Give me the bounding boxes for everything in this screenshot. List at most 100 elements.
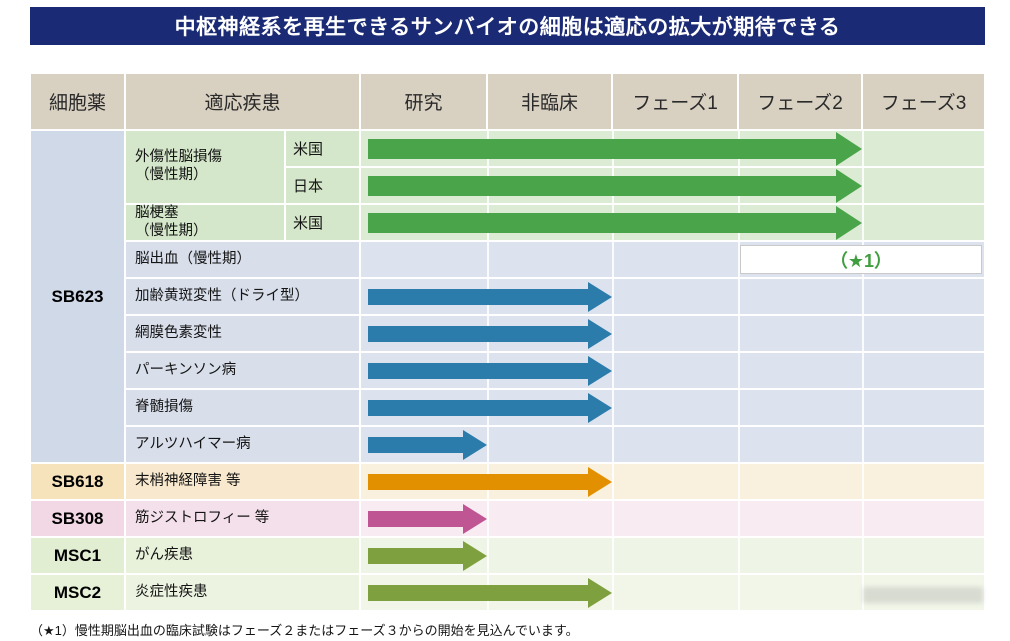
phase-divider — [487, 501, 489, 536]
phase-divider — [487, 538, 489, 573]
title-bar: 中枢神経系を再生できるサンバイオの細胞は適応の拡大が期待できる — [30, 7, 985, 45]
pipeline-arrow — [368, 392, 612, 423]
timeline-cell — [360, 167, 985, 204]
phase-divider — [738, 316, 740, 351]
header-cell-drug: 細胞薬 — [30, 73, 125, 130]
annotation-star1-box: （★1） — [740, 245, 982, 274]
drug-cell-SB623: SB623 — [30, 130, 125, 463]
pipeline-arrow-head — [588, 318, 612, 349]
phase-divider — [612, 464, 614, 499]
pipeline-arrow-body — [368, 510, 463, 527]
pipeline-arrow — [368, 503, 487, 534]
indication-cell: 脳出血（慢性期） — [125, 241, 360, 278]
pipeline-arrow-head — [588, 355, 612, 386]
indication-cell: 加齢黄斑変性（ドライ型） — [125, 278, 360, 315]
header-cell-phase-5: フェーズ3 — [862, 73, 985, 130]
timeline-cell — [360, 204, 985, 241]
pipeline-arrow-body — [368, 547, 463, 564]
region-cell: 日本 — [285, 167, 360, 204]
drug-cell-MSC2: MSC2 — [30, 574, 125, 611]
phase-divider — [862, 316, 864, 351]
phase-divider — [612, 316, 614, 351]
indication-cell: 脳梗塞 （慢性期） — [125, 204, 285, 241]
timeline-cell — [360, 463, 985, 500]
pipeline-arrow — [368, 577, 612, 608]
footnote: （★1）慢性期脳出血の臨床試験はフェーズ２またはフェーズ３からの開始を見込んでい… — [30, 623, 579, 638]
phase-divider — [738, 427, 740, 462]
phase-divider — [738, 464, 740, 499]
phase-divider — [738, 575, 740, 610]
timeline-cell — [360, 574, 985, 611]
timeline-cell — [360, 426, 985, 463]
pipeline-arrow-head — [588, 281, 612, 312]
pipeline-arrow-body — [368, 473, 588, 490]
header-cell-phase-1: 研究 — [360, 73, 487, 130]
pipeline-arrow — [368, 540, 487, 571]
pipeline-arrow — [368, 429, 487, 460]
indication-cell: アルツハイマー病 — [125, 426, 360, 463]
header-cell-phase-2: 非臨床 — [487, 73, 612, 130]
header-cell-phase-4: フェーズ2 — [738, 73, 862, 130]
pipeline-arrow — [368, 131, 862, 166]
watermark — [863, 587, 983, 603]
pipeline-arrow-body — [368, 325, 588, 342]
phase-divider — [862, 353, 864, 388]
phase-divider — [738, 501, 740, 536]
indication-cell: がん疾患 — [125, 537, 360, 574]
region-cell: 米国 — [285, 204, 360, 241]
pipeline-arrow — [368, 281, 612, 312]
pipeline-arrow-body — [368, 436, 463, 453]
pipeline-arrow — [368, 205, 862, 240]
timeline-cell — [360, 315, 985, 352]
phase-divider — [612, 427, 614, 462]
pipeline-arrow-body — [368, 584, 588, 601]
phase-divider — [862, 168, 864, 203]
phase-divider — [612, 279, 614, 314]
indication-cell: 末梢神経障害 等 — [125, 463, 360, 500]
indication-cell: 炎症性疾患 — [125, 574, 360, 611]
phase-divider — [738, 242, 740, 277]
pipeline-arrow — [368, 466, 612, 497]
phase-divider — [612, 390, 614, 425]
phase-divider — [612, 242, 614, 277]
pipeline-arrow-head — [463, 540, 487, 571]
phase-divider — [862, 131, 864, 166]
indication-cell: 網膜色素変性 — [125, 315, 360, 352]
pipeline-arrow — [368, 355, 612, 386]
pipeline-arrow-head — [588, 392, 612, 423]
pipeline-arrow-head — [588, 577, 612, 608]
timeline-cell — [360, 537, 985, 574]
pipeline-arrow-head — [836, 205, 862, 240]
timeline-cell: （★1） — [360, 241, 985, 278]
drug-cell-MSC1: MSC1 — [30, 537, 125, 574]
phase-divider — [612, 353, 614, 388]
pipeline-arrow-body — [368, 212, 836, 233]
phase-divider — [862, 464, 864, 499]
phase-divider — [862, 390, 864, 425]
pipeline-arrow-head — [836, 168, 862, 203]
indication-cell: 脊髄損傷 — [125, 389, 360, 426]
timeline-cell — [360, 278, 985, 315]
timeline-cell — [360, 389, 985, 426]
phase-divider — [862, 501, 864, 536]
pipeline-arrow-body — [368, 175, 836, 196]
phase-divider — [738, 353, 740, 388]
drug-cell-SB618: SB618 — [30, 463, 125, 500]
phase-divider — [862, 279, 864, 314]
phase-divider — [862, 538, 864, 573]
phase-divider — [738, 538, 740, 573]
timeline-cell — [360, 352, 985, 389]
indication-cell: 筋ジストロフィー 等 — [125, 500, 360, 537]
pipeline-arrow-head — [588, 466, 612, 497]
pipeline-table: 細胞薬 適応疾患 研究 非臨床 フェーズ1 フェーズ2 フェーズ3 SB623 SB618 SB3… — [30, 73, 985, 611]
phase-divider — [487, 242, 489, 277]
pipeline-arrow-body — [368, 362, 588, 379]
phase-divider — [612, 538, 614, 573]
phase-divider — [612, 501, 614, 536]
phase-divider — [862, 427, 864, 462]
indication-cell: 外傷性脳損傷 （慢性期） — [125, 130, 285, 204]
phase-divider — [862, 575, 864, 610]
pipeline-arrow — [368, 318, 612, 349]
phase-divider — [487, 427, 489, 462]
phase-divider — [612, 575, 614, 610]
